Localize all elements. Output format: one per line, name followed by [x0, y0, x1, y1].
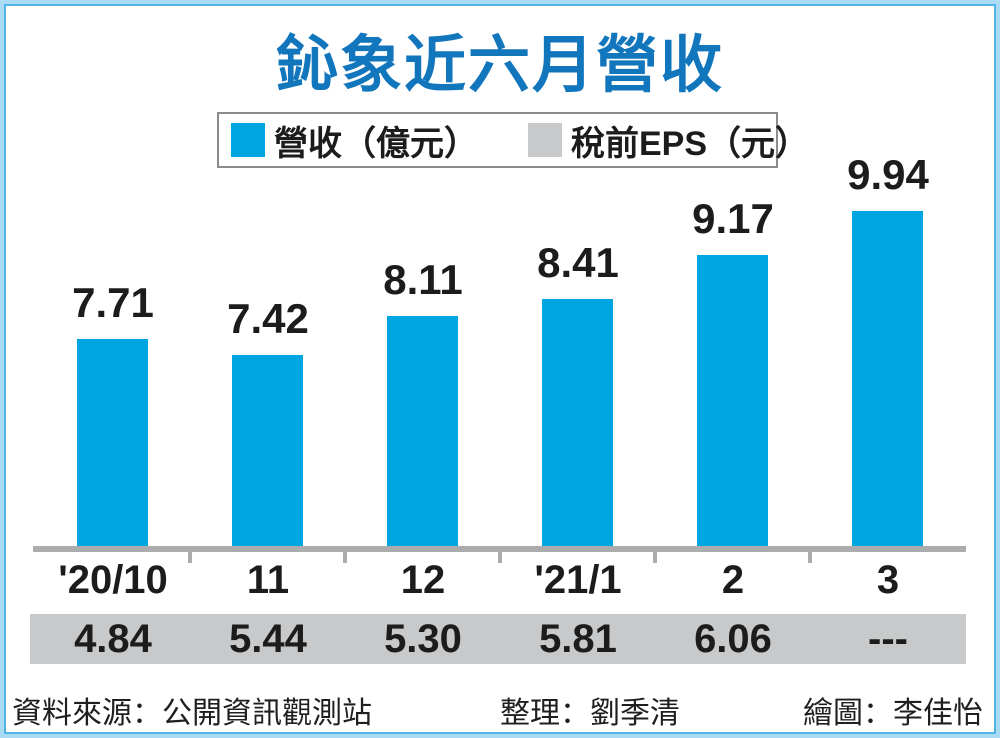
revenue-legend-label: 營收（億元）: [274, 124, 478, 163]
eps-value-cell: ---: [868, 617, 908, 661]
eps-legend-swatch-icon: [528, 123, 562, 157]
illustrator-credit: 繪圖：李佳怡: [803, 697, 983, 730]
eps-value-cell: 5.81: [539, 617, 617, 661]
bar-value-label: 7.71: [72, 279, 154, 326]
x-axis-label: '21/1: [534, 558, 622, 602]
revenue-bar: [387, 316, 458, 546]
x-axis-label: 3: [876, 558, 900, 602]
bar-value-label: 8.41: [537, 239, 619, 286]
revenue-bar: [77, 339, 148, 546]
bar-value-label: 8.11: [383, 256, 463, 303]
bar-value-label: 9.17: [692, 195, 774, 242]
eps-value-cell: 5.44: [229, 617, 307, 661]
x-axis-tick: [343, 552, 347, 563]
revenue-bar: [697, 255, 768, 546]
eps-value-cell: 4.84: [74, 617, 152, 661]
chart-title: 鈊象近六月營收: [275, 31, 724, 100]
x-axis-label: 2: [721, 558, 745, 602]
x-axis-tick: [498, 552, 502, 563]
footer-credits: 資料來源：公開資訊觀測站 整理：劉季清 繪圖：李佳怡: [0, 688, 1000, 730]
revenue-bar: [542, 299, 613, 546]
revenue-bar: [852, 211, 923, 546]
eps-legend-label: 稅前EPS（元）: [571, 124, 810, 163]
source-credit: 資料來源：公開資訊觀測站: [12, 697, 372, 730]
legend: 營收（億元） 稅前EPS（元）: [217, 112, 809, 168]
editor-credit: 整理：劉季清: [500, 697, 680, 730]
x-axis-line: [33, 546, 966, 552]
bar-value-label: 9.94: [847, 151, 929, 198]
x-axis-tick: [653, 552, 657, 563]
eps-value-cell: 5.30: [384, 617, 462, 661]
x-axis-tick: [808, 552, 812, 563]
x-axis-label: '20/10: [58, 558, 168, 602]
revenue-legend-swatch-icon: [231, 123, 265, 157]
eps-value-cell: 6.06: [694, 617, 772, 661]
x-axis-label: 12: [400, 558, 446, 602]
eps-value-strip: [30, 614, 966, 664]
x-axis-label: 11: [246, 558, 290, 602]
revenue-bar: [232, 355, 303, 546]
bar-value-label: 7.42: [227, 295, 309, 342]
x-axis-tick: [188, 552, 192, 563]
